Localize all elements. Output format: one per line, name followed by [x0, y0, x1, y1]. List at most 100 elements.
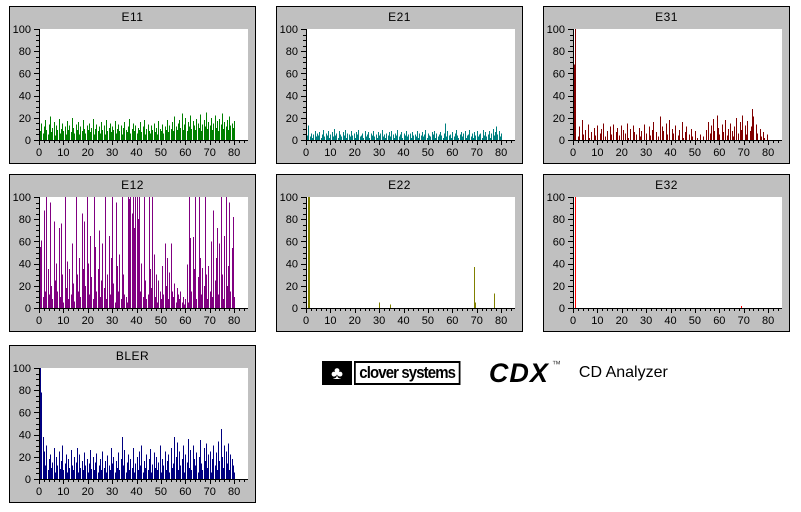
clover-systems-wordmark: clover systems	[354, 361, 461, 385]
svg-text:60: 60	[19, 236, 31, 248]
svg-text:80: 80	[19, 46, 31, 58]
svg-text:100: 100	[280, 24, 298, 36]
svg-text:0: 0	[25, 135, 31, 147]
branding: ♣ clover systems CDX ™ CD Analyzer	[322, 355, 668, 391]
svg-text:30: 30	[640, 147, 652, 159]
svg-text:0: 0	[36, 486, 42, 498]
svg-text:80: 80	[228, 147, 240, 159]
svg-text:40: 40	[19, 91, 31, 103]
svg-text:40: 40	[130, 315, 142, 327]
chart-plot-e21: 0 20 40 60 80 100 0 10 20 30 40 50 60 70 80	[280, 24, 515, 159]
trademark-symbol: ™	[551, 359, 561, 369]
svg-text:50: 50	[155, 315, 167, 327]
chart-panel-e22: E22 0 20 40 60 80 100 0 10 20 30 40 50 60 70 80	[276, 174, 523, 332]
svg-text:20: 20	[616, 147, 628, 159]
svg-text:20: 20	[553, 281, 565, 293]
svg-text:60: 60	[446, 147, 458, 159]
svg-text:40: 40	[286, 259, 298, 271]
svg-text:20: 20	[19, 281, 31, 293]
svg-text:60: 60	[19, 68, 31, 80]
svg-text:20: 20	[553, 113, 565, 125]
svg-text:0: 0	[570, 315, 576, 327]
svg-text:20: 20	[349, 315, 361, 327]
svg-text:20: 20	[82, 147, 94, 159]
svg-text:10: 10	[591, 147, 603, 159]
svg-text:80: 80	[553, 46, 565, 58]
svg-text:30: 30	[373, 315, 385, 327]
svg-text:70: 70	[738, 315, 750, 327]
svg-text:60: 60	[286, 236, 298, 248]
svg-text:10: 10	[57, 147, 69, 159]
svg-text:60: 60	[179, 315, 191, 327]
svg-text:80: 80	[286, 214, 298, 226]
svg-text:50: 50	[422, 147, 434, 159]
svg-text:70: 70	[204, 147, 216, 159]
chart-title-e11: E11	[121, 10, 144, 24]
svg-text:100: 100	[13, 363, 31, 375]
svg-text:40: 40	[19, 259, 31, 271]
svg-text:40: 40	[397, 315, 409, 327]
chart-title-e12: E12	[121, 178, 144, 192]
svg-text:40: 40	[130, 486, 142, 498]
svg-text:40: 40	[286, 91, 298, 103]
svg-text:20: 20	[19, 113, 31, 125]
svg-text:0: 0	[559, 303, 565, 315]
svg-text:70: 70	[471, 315, 483, 327]
svg-text:50: 50	[155, 147, 167, 159]
svg-text:0: 0	[570, 147, 576, 159]
svg-text:10: 10	[57, 486, 69, 498]
svg-text:30: 30	[106, 147, 118, 159]
svg-text:0: 0	[303, 147, 309, 159]
svg-text:60: 60	[713, 147, 725, 159]
svg-text:10: 10	[324, 315, 336, 327]
svg-text:30: 30	[106, 315, 118, 327]
product-name: CDX	[488, 357, 549, 388]
chart-title-e22: E22	[388, 178, 411, 192]
svg-text:60: 60	[19, 407, 31, 419]
chart-title-e31: E31	[655, 10, 678, 24]
svg-text:100: 100	[547, 24, 565, 36]
svg-text:20: 20	[349, 147, 361, 159]
svg-text:0: 0	[36, 315, 42, 327]
svg-text:100: 100	[280, 192, 298, 204]
svg-text:50: 50	[689, 147, 701, 159]
svg-text:40: 40	[553, 91, 565, 103]
svg-text:0: 0	[292, 135, 298, 147]
svg-text:60: 60	[446, 315, 458, 327]
svg-text:60: 60	[713, 315, 725, 327]
product-subtitle: CD Analyzer	[578, 364, 668, 381]
chart-plot-e11: 0 20 40 60 80 100 0 10 20 30 40 50 60 70 80	[13, 24, 248, 159]
svg-text:40: 40	[130, 147, 142, 159]
svg-text:80: 80	[495, 315, 507, 327]
svg-text:70: 70	[204, 486, 216, 498]
chart-plot-e31: 0 20 40 60 80 100 0 10 20 30 40 50 60 70 80	[547, 24, 782, 159]
svg-text:70: 70	[738, 147, 750, 159]
svg-text:80: 80	[286, 46, 298, 58]
svg-text:0: 0	[25, 303, 31, 315]
svg-text:80: 80	[762, 147, 774, 159]
svg-text:100: 100	[13, 24, 31, 36]
svg-text:80: 80	[762, 315, 774, 327]
clover-systems-logo-icon: ♣	[322, 361, 352, 385]
chart-plot-e22: 0 20 40 60 80 100 0 10 20 30 40 50 60 70 80	[280, 192, 515, 327]
svg-text:20: 20	[286, 281, 298, 293]
svg-text:50: 50	[689, 315, 701, 327]
chart-panel-e32: E32 0 20 40 60 80 100 0 10 20 30 40 50 60 70 80	[543, 174, 790, 332]
svg-text:10: 10	[57, 315, 69, 327]
svg-text:20: 20	[616, 315, 628, 327]
svg-text:80: 80	[228, 486, 240, 498]
svg-text:30: 30	[373, 147, 385, 159]
svg-text:40: 40	[19, 430, 31, 442]
svg-text:80: 80	[19, 214, 31, 226]
svg-text:40: 40	[664, 315, 676, 327]
svg-text:60: 60	[286, 68, 298, 80]
svg-text:60: 60	[553, 68, 565, 80]
svg-text:20: 20	[19, 452, 31, 464]
svg-text:0: 0	[559, 135, 565, 147]
svg-text:70: 70	[471, 147, 483, 159]
svg-text:80: 80	[228, 315, 240, 327]
chart-panel-e31: E31 0 20 40 60 80 100 0 10 20 30 40 50 60 70 80	[543, 6, 790, 164]
svg-text:40: 40	[664, 147, 676, 159]
chart-title-e32: E32	[655, 178, 678, 192]
